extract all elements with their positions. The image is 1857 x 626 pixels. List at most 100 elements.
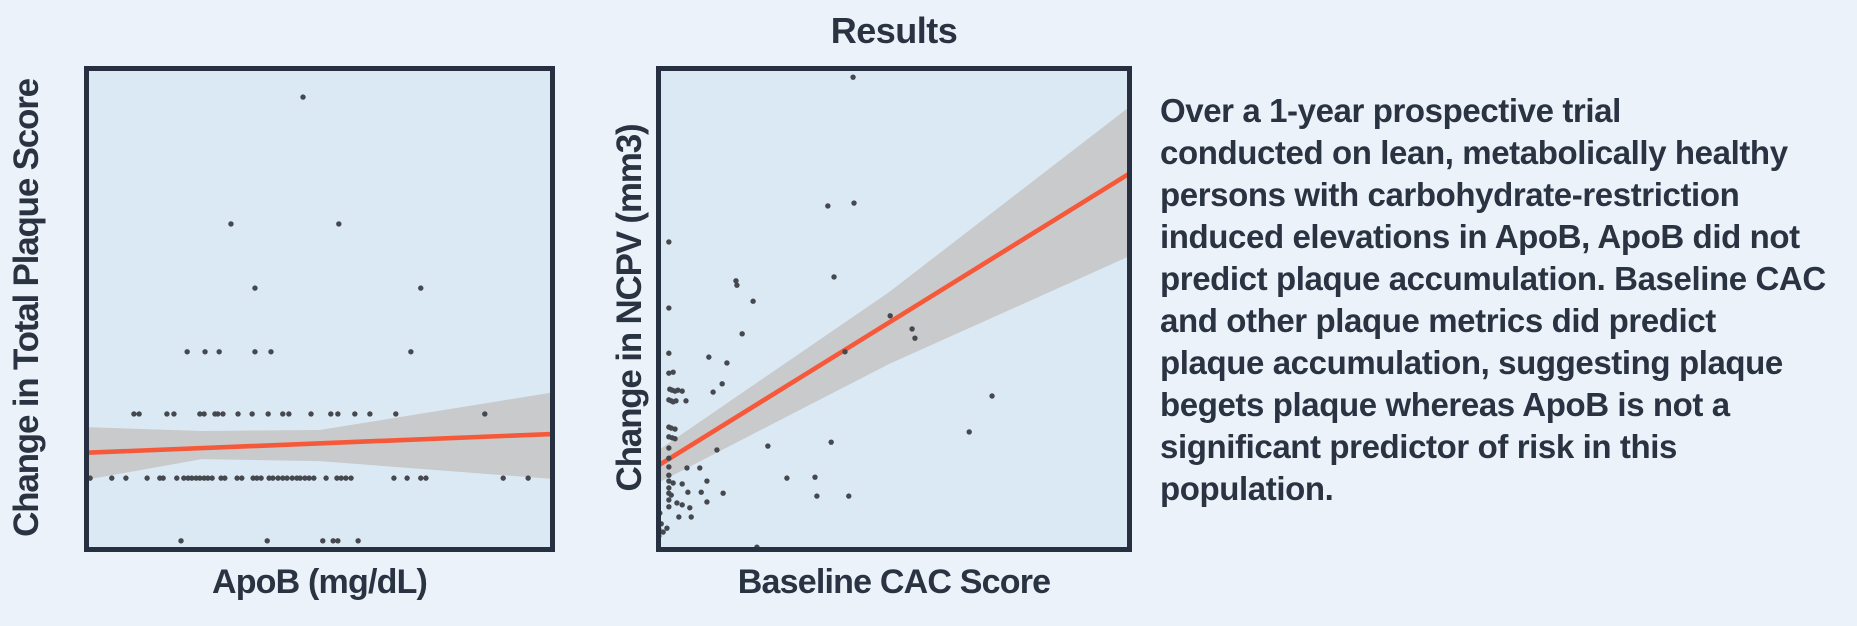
data-point (355, 538, 361, 544)
data-point (683, 398, 689, 404)
data-point (670, 480, 676, 486)
data-point (676, 514, 682, 520)
data-point (733, 278, 739, 284)
data-point (306, 475, 312, 481)
data-point (675, 387, 681, 393)
data-point (123, 475, 129, 481)
data-point (842, 349, 848, 355)
data-point (109, 475, 115, 481)
data-point (280, 475, 286, 481)
data-point (193, 475, 199, 481)
data-point (909, 326, 915, 332)
data-point (672, 426, 678, 432)
data-point (850, 74, 856, 80)
data-point (343, 475, 349, 481)
data-point (912, 335, 918, 341)
data-point (685, 489, 691, 495)
data-point (666, 497, 672, 503)
plot-border (656, 66, 1132, 552)
data-point (666, 464, 672, 470)
data-point (252, 349, 258, 355)
data-point (185, 475, 191, 481)
data-point (228, 221, 234, 227)
data-point (672, 436, 678, 442)
data-point (825, 203, 831, 209)
data-point (393, 411, 399, 417)
figure-title: Results (830, 10, 958, 51)
data-point (367, 411, 373, 417)
data-point (423, 475, 429, 481)
data-point (989, 393, 995, 399)
data-point (297, 475, 303, 481)
data-point (178, 538, 184, 544)
results-summary-text: Over a 1-year prospective trial conducte… (1160, 92, 1826, 507)
plot-border (84, 66, 555, 552)
left-plot-x-axis-label: ApoB (mg/dL) (211, 563, 428, 601)
data-point (171, 411, 177, 417)
data-point (673, 398, 679, 404)
data-point (666, 504, 672, 510)
data-point (144, 475, 150, 481)
data-point (666, 445, 672, 451)
data-point (300, 94, 306, 100)
data-point (222, 475, 228, 481)
data-point (831, 274, 837, 280)
data-point (235, 411, 241, 417)
data-point (482, 411, 488, 417)
data-point (216, 349, 222, 355)
data-point (266, 475, 272, 481)
data-point (334, 475, 340, 481)
data-point (719, 381, 725, 387)
data-point (302, 475, 308, 481)
data-point (846, 493, 852, 499)
apob-vs-plaque-scatter-plot (84, 66, 555, 552)
data-point (687, 505, 693, 511)
data-point (666, 472, 672, 478)
data-point (784, 475, 790, 481)
data-point (966, 429, 972, 435)
data-point (336, 221, 342, 227)
data-point (666, 350, 672, 356)
data-point (275, 475, 281, 481)
data-point (765, 443, 771, 449)
data-point (352, 411, 358, 417)
right-plot-y-axis-label: Change in NCPV (mm3) (610, 124, 649, 492)
data-point (710, 389, 716, 395)
data-point (308, 411, 314, 417)
data-point (666, 478, 672, 484)
data-point (408, 349, 414, 355)
data-point (720, 490, 726, 496)
data-point (254, 475, 260, 481)
cac-vs-ncpv-scatter-plot (656, 66, 1132, 552)
data-point (284, 475, 290, 481)
left-plot-y-axis-label: Change in Total Plaque Score (7, 79, 46, 537)
data-point (660, 529, 666, 535)
data-point (220, 411, 226, 417)
data-point (328, 411, 334, 417)
data-point (418, 475, 424, 481)
data-point (280, 411, 286, 417)
data-point (234, 475, 240, 481)
data-point (184, 349, 190, 355)
data-point (666, 485, 672, 491)
data-point (164, 411, 170, 417)
data-point (704, 499, 710, 505)
data-point (828, 439, 834, 445)
data-point (215, 411, 221, 417)
data-point (250, 475, 256, 481)
data-point (814, 493, 820, 499)
data-point (525, 475, 531, 481)
data-point (812, 474, 818, 480)
data-point (258, 475, 264, 481)
data-point (209, 475, 215, 481)
data-point (851, 200, 857, 206)
regression-line (84, 431, 555, 456)
data-point (698, 489, 704, 495)
data-point (320, 538, 326, 544)
data-point (335, 538, 341, 544)
data-point (181, 475, 187, 481)
data-point (666, 370, 672, 376)
data-point (265, 411, 271, 417)
data-point (404, 475, 410, 481)
